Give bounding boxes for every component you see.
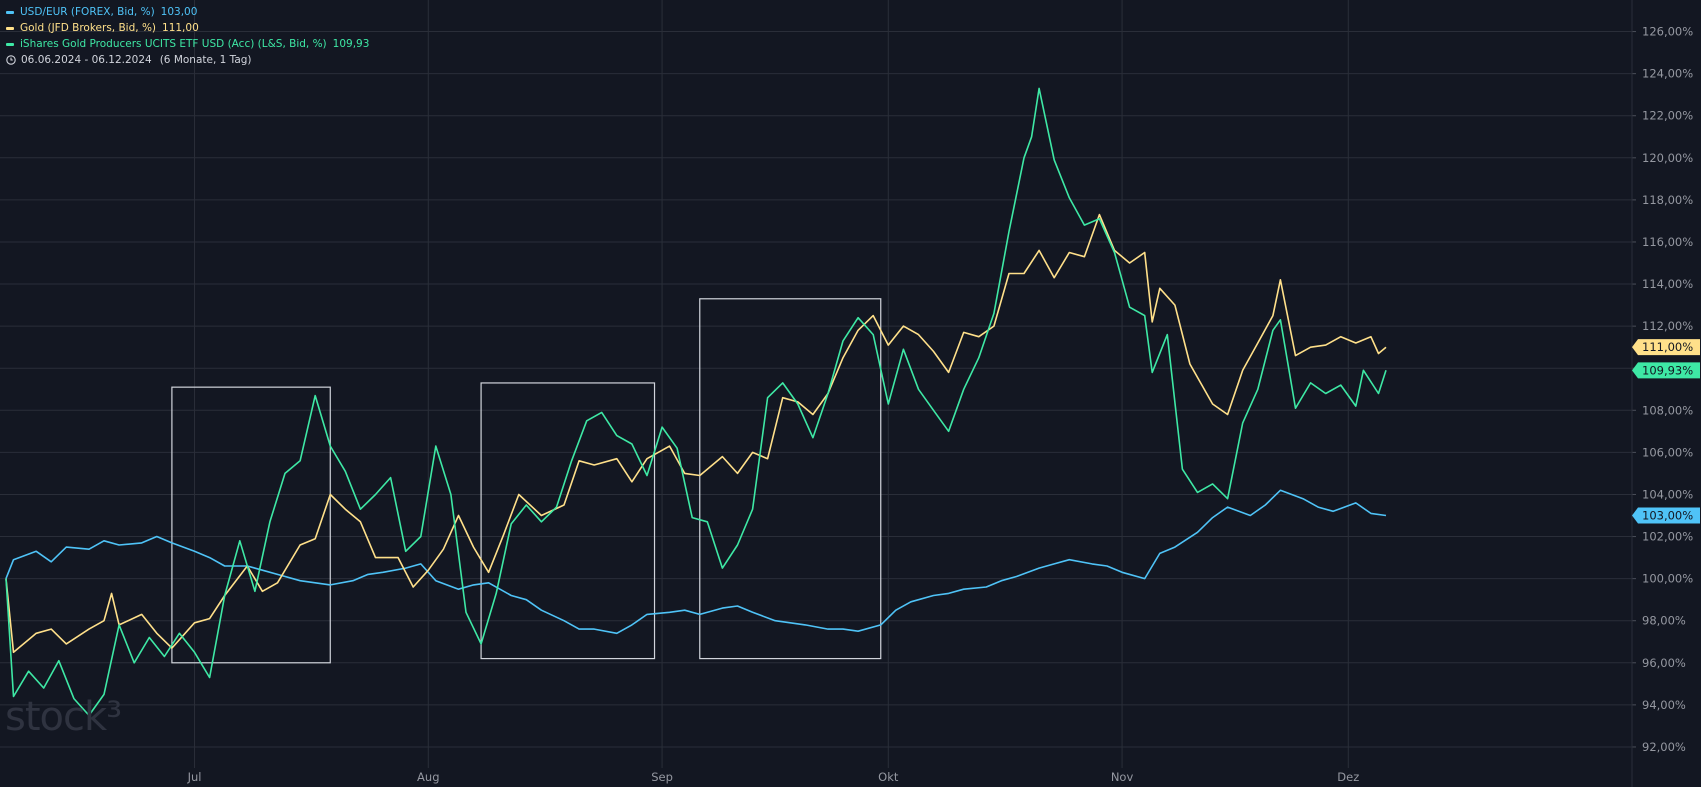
annotation-rectangle[interactable] [171, 386, 331, 664]
date-range-row[interactable]: 06.06.2024 - 06.12.2024 (6 Monate, 1 Tag… [6, 52, 369, 68]
legend-label-gold: Gold (JFD Brokers, Bid, %) [20, 22, 157, 34]
legend-value-usdeur: 103,00 [160, 6, 198, 18]
price-tag-label: 109,93% [1642, 363, 1693, 377]
x-tick-label: Sep [651, 770, 673, 784]
y-tick-label: 116,00% [1642, 235, 1693, 249]
legend-swatch-gold [6, 26, 14, 30]
series-line-0[interactable] [5, 489, 1387, 635]
y-tick-label: 112,00% [1642, 319, 1693, 333]
y-axis: 92,00% 94,00% 96,00% 98,00% 100,00% 102,00% 10… [1631, 0, 1693, 787]
price-tag-label: 111,00% [1642, 340, 1693, 354]
annotation-rectangles [171, 298, 882, 664]
y-tick-label: 106,00% [1642, 445, 1693, 459]
legend: USD/EUR (FOREX, Bid, %) 103,00 Gold (JFD… [6, 4, 369, 68]
x-axis: Jul Aug Sep Okt Nov Dez [187, 770, 1360, 784]
y-tick-label: 124,00% [1642, 67, 1693, 81]
price-tag-bg [1632, 507, 1700, 524]
annotation-rectangle[interactable] [480, 382, 656, 660]
legend-label-ishares: iShares Gold Producers UCITS ETF USD (Ac… [20, 38, 327, 50]
price-tags: 103,00% 111,00% 109,93% [1632, 339, 1700, 524]
y-tick-label: 102,00% [1642, 530, 1693, 544]
x-tick-label: Okt [878, 770, 899, 784]
legend-label-usdeur: USD/EUR (FOREX, Bid, %) [20, 6, 155, 18]
x-tick-label: Nov [1111, 770, 1134, 784]
grid-lines [0, 0, 1632, 768]
price-tag-label: 103,00% [1642, 509, 1693, 523]
period-label: (6 Monate, 1 Tag) [159, 54, 252, 66]
price-tag-bg [1632, 362, 1700, 379]
legend-item-ishares[interactable]: iShares Gold Producers UCITS ETF USD (Ac… [6, 36, 369, 52]
legend-value-ishares: 109,93 [332, 38, 370, 50]
series-line-2[interactable] [5, 87, 1387, 717]
y-tick-label: 98,00% [1642, 614, 1686, 628]
price-tag-bg [1632, 339, 1700, 356]
annotation-rectangle[interactable] [699, 298, 882, 660]
y-tick-label: 122,00% [1642, 109, 1693, 123]
price-tag-1: 111,00% [1632, 339, 1700, 356]
price-tag-0: 103,00% [1632, 507, 1700, 524]
x-tick-label: Aug [417, 770, 439, 784]
watermark-logo: stock³ [5, 694, 122, 740]
y-tick-label: 108,00% [1642, 403, 1693, 417]
price-tag-2: 109,93% [1632, 362, 1700, 379]
y-tick-label: 94,00% [1642, 698, 1686, 712]
legend-swatch-usdeur [6, 10, 14, 14]
legend-value-gold: 111,00 [162, 22, 199, 34]
clock-icon [6, 55, 16, 65]
series-line-1[interactable] [5, 213, 1387, 654]
date-range: 06.06.2024 - 06.12.2024 [21, 54, 152, 66]
legend-item-gold[interactable]: Gold (JFD Brokers, Bid, %) 111,00 [6, 20, 369, 36]
y-tick-label: 104,00% [1642, 487, 1693, 501]
y-tick-label: 126,00% [1642, 25, 1693, 39]
y-tick-label: 118,00% [1642, 193, 1693, 207]
series-lines [5, 87, 1387, 717]
y-tick-label: 100,00% [1642, 572, 1693, 586]
y-tick-label: 114,00% [1642, 277, 1693, 291]
legend-item-usdeur[interactable]: USD/EUR (FOREX, Bid, %) 103,00 [6, 4, 369, 20]
x-tick-label: Jul [187, 770, 202, 784]
x-tick-label: Dez [1337, 770, 1359, 784]
legend-swatch-ishares [6, 42, 14, 46]
y-tick-label: 96,00% [1642, 656, 1686, 670]
y-tick-label: 120,00% [1642, 151, 1693, 165]
y-tick-label: 92,00% [1642, 740, 1686, 754]
